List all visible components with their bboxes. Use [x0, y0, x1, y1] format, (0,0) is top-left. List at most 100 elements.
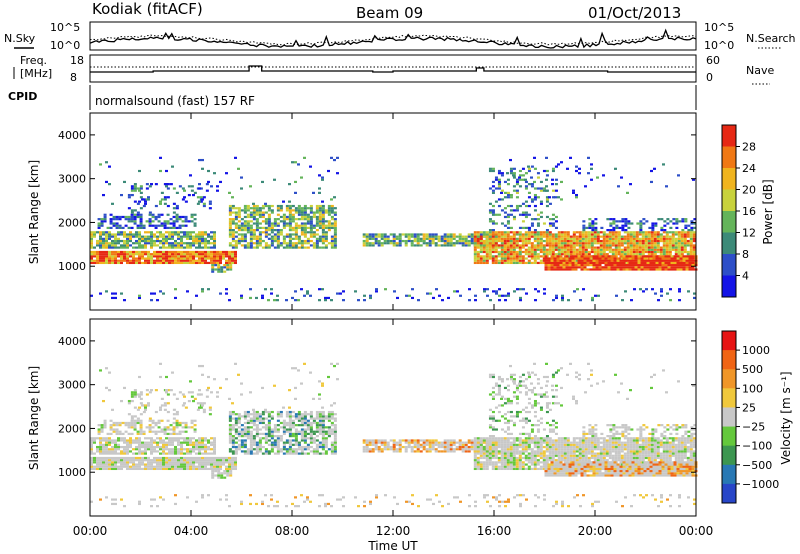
velocity-cell: [108, 452, 111, 455]
power-cell: [243, 246, 247, 249]
power-cell: [147, 255, 150, 258]
power-cell: [506, 222, 510, 225]
velocity-cell: [398, 439, 402, 442]
velocity-cell: [380, 443, 384, 446]
power-cell: [145, 183, 149, 186]
power-cell: [647, 233, 651, 236]
velocity-cell: [371, 448, 375, 451]
power-cell: [612, 229, 616, 232]
power-cell: [169, 218, 173, 221]
power-cell: [141, 237, 144, 240]
velocity-cell: [228, 424, 232, 427]
power-cell: [601, 257, 605, 260]
power-cell: [620, 257, 624, 260]
power-cell: [473, 255, 477, 258]
velocity-cell: [288, 430, 292, 433]
power-cell: [413, 244, 417, 247]
power-cell: [258, 209, 262, 212]
power-cell: [572, 248, 576, 251]
power-cell: [96, 242, 99, 245]
velocity-cell: [138, 459, 141, 462]
power-cell: [183, 255, 186, 258]
power-cell: [300, 233, 304, 236]
velocity-cell: [207, 439, 210, 442]
velocity-cell: [136, 421, 140, 425]
power-cell: [270, 292, 273, 295]
power-cell: [174, 261, 177, 265]
velocity-cell: [234, 456, 237, 460]
velocity-cell: [201, 448, 204, 451]
velocity-cell: [183, 465, 186, 468]
power-cell: [676, 266, 680, 269]
power-cell: [362, 235, 366, 238]
power-cell: [318, 207, 322, 210]
velocity-cell: [229, 472, 233, 475]
power-cell: [216, 257, 219, 260]
power-cell: [524, 172, 528, 175]
power-cell: [638, 242, 642, 245]
velocity-cell: [315, 439, 319, 442]
power-cell: [157, 220, 161, 223]
power-cell: [111, 239, 114, 243]
power-cell: [148, 218, 152, 221]
power-cell: [180, 257, 183, 260]
velocity-cell: [321, 421, 325, 425]
power-cell: [578, 244, 582, 247]
power-cell: [632, 250, 636, 254]
power-cell: [404, 235, 408, 238]
power-cell: [175, 191, 179, 194]
velocity-cell: [365, 450, 369, 453]
power-cell: [506, 213, 510, 216]
power-cell: [309, 231, 313, 234]
velocity-cell: [324, 432, 328, 436]
power-cell: [509, 172, 513, 175]
velocity-cell: [210, 467, 213, 471]
power-cell: [288, 209, 292, 212]
velocity-cell: [186, 465, 189, 468]
power-cell: [494, 222, 498, 225]
power-cell: [336, 156, 339, 159]
power-cell: [548, 250, 552, 254]
power-cell: [201, 288, 204, 291]
velocity-cell: [231, 441, 235, 444]
velocity-cell: [321, 452, 325, 455]
velocity-cell: [249, 419, 253, 422]
power-cell: [530, 200, 534, 203]
power-cell: [114, 244, 117, 247]
power-cell: [554, 226, 558, 230]
velocity-cell: [186, 467, 189, 471]
velocity-cell: [142, 404, 146, 407]
velocity-cell: [288, 421, 292, 425]
power-cell: [524, 253, 528, 256]
power-cell: [557, 244, 561, 247]
power-cell: [330, 239, 334, 243]
power-cell: [500, 253, 504, 256]
power-cell: [127, 207, 131, 210]
velocity-cell: [321, 415, 325, 418]
power-cell: [226, 268, 230, 271]
power-cell: [671, 237, 675, 240]
velocity-cell: [455, 448, 459, 451]
power-cell: [688, 264, 692, 267]
velocity-cell: [419, 450, 423, 453]
power-cell: [180, 235, 183, 238]
power-cell: [440, 239, 444, 243]
power-cell: [617, 250, 621, 254]
velocity-cell: [452, 443, 456, 446]
power-cell: [318, 237, 322, 240]
power-cell: [105, 242, 108, 245]
velocity-cell: [318, 441, 322, 444]
velocity-cell: [127, 424, 131, 427]
colorbar-segment: [722, 125, 736, 147]
velocity-cell: [392, 441, 396, 444]
velocity-cell: [211, 472, 215, 475]
power-cell: [408, 294, 411, 297]
power-cell: [282, 213, 286, 216]
power-cell: [614, 239, 618, 243]
power-cell: [623, 239, 627, 243]
power-cell: [632, 231, 636, 234]
velocity-cell: [216, 467, 219, 471]
velocity-cell: [416, 441, 420, 444]
velocity-cell: [165, 465, 168, 468]
velocity-cell: [210, 443, 213, 446]
